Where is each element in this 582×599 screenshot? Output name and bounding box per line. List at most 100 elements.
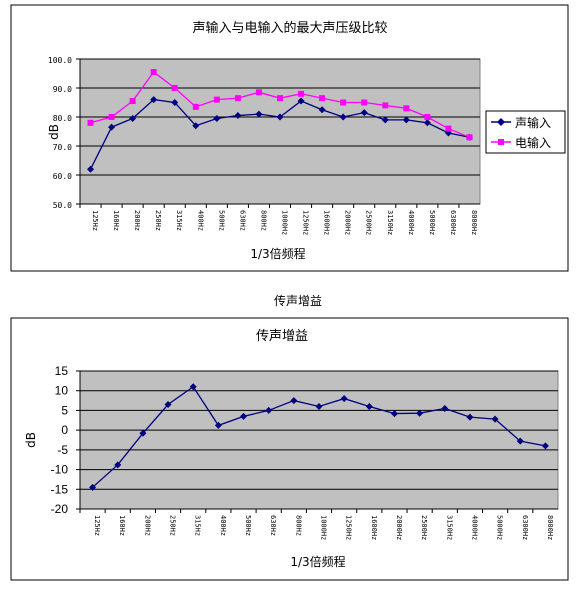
chart2-x-tick-label: 6300Hz [521, 515, 529, 540]
chart2-y-tick-label: -15 [51, 482, 69, 496]
chart2-y-axis-title: dB [24, 432, 38, 448]
chart1-series-1-point [381, 116, 389, 124]
chart1-series-2-point [298, 90, 305, 97]
chart2-x-tick-label: 200Hz [143, 515, 151, 536]
chart2-series-1-point [315, 402, 323, 410]
chart-sound-vs-electric: 声输入与电输入的最大声压级比较 100.0 90.0 80.0 70.0 60.0 50.… [10, 4, 569, 272]
chart1-series-2-point [424, 114, 431, 120]
chart1-y-tick-label: 50.0 [53, 201, 72, 210]
chart2-x-tick-label: 1250Hz [345, 515, 353, 540]
chart1-x-tick-label: 1600Hz [323, 210, 331, 235]
chart2-x-tick-label: 1600Hz [370, 515, 378, 540]
chart1-y-axis-title: dB [47, 124, 61, 140]
chart1-x-tick-label: 4000Hz [407, 210, 415, 235]
chart2-series-1-point [214, 421, 222, 429]
chart1-x-tick-label: 1000Hz [281, 210, 289, 235]
chart1-x-tick-label: 200Hz [133, 210, 141, 231]
chart2-x-tick-label: 3150Hz [445, 515, 453, 540]
chart2-series-1-point [516, 437, 524, 445]
chart1-series-1-point [255, 110, 263, 118]
chart1-series-1-point [339, 113, 347, 121]
chart1-series-1-point [402, 116, 410, 124]
chart1-series-1-point [192, 122, 200, 130]
legend-label-sound: 声输入 [515, 115, 551, 130]
chart1-series-2-point [466, 134, 473, 141]
chart1-x-tick-label: 250Hz [154, 210, 162, 231]
chart2-x-tick-label: 800Hz [294, 515, 302, 536]
chart2-x-tick-label: 315Hz [194, 515, 202, 536]
chart1-y-tick-label: 70.0 [53, 143, 72, 152]
chart1-series-2-point [340, 99, 347, 106]
chart1-plot-area [79, 58, 481, 205]
chart1-x-tick-label: 160Hz [112, 210, 120, 231]
chart2-series-1-point [340, 395, 348, 403]
chart1-series-2-point [129, 98, 136, 105]
chart2-x-tick-label: 400Hz [219, 515, 227, 536]
chart2-series-1-point [290, 397, 298, 405]
chart2-series-1-point [541, 442, 549, 450]
chart2-x-tick-label: 2500Hz [420, 515, 428, 540]
chart1-x-tick-label: 8000Hz [470, 210, 478, 235]
chart2-series-1-point [189, 383, 197, 391]
chart1-title: 声输入与电输入的最大声压级比较 [192, 20, 387, 36]
chart2-y-tick-label: -20 [51, 502, 69, 516]
chart2-series-1-point [365, 402, 373, 410]
chart1-series-2-point [87, 119, 94, 126]
chart1-series-2-point [255, 89, 262, 96]
chart2-x-tick-label: 250Hz [169, 515, 177, 536]
chart1-y-tick-label: 60.0 [53, 172, 72, 181]
chart2-x-tick-label: 8000Hz [546, 515, 554, 540]
chart2-y-tick-label: -10 [51, 463, 69, 477]
legend-marker-electric [498, 139, 504, 145]
chart1-y-tick-label: 80.0 [53, 114, 72, 123]
chart1-x-tick-label: 1250Hz [302, 210, 310, 235]
chart1-series-1-point [234, 112, 242, 120]
chart1-series-1-point [150, 96, 158, 104]
chart1-x-tick-label: 800Hz [259, 210, 267, 231]
chart2-series-1-point [416, 409, 424, 417]
chart2-plot-area [79, 370, 559, 510]
chart2-series-1-point [390, 410, 398, 418]
chart2-x-axis-title: 1/3倍频程 [290, 554, 345, 569]
chart2-series-1-point [240, 412, 248, 420]
chart2-y-tick-label: -5 [57, 443, 68, 457]
chart1-x-tick-label: 2000Hz [344, 210, 352, 235]
chart1-x-tick-label: 6300Hz [449, 210, 457, 235]
chart1-x-tick-label: 5000Hz [428, 210, 436, 235]
chart1-series-2-point [213, 96, 220, 103]
chart1-x-tick-label: 630Hz [238, 210, 246, 231]
chart1-y-tick-label: 90.0 [53, 85, 72, 94]
chart2-y-tick-label: 5 [61, 403, 68, 417]
legend-marker-sound [497, 118, 505, 126]
caption: 传声增益 [274, 293, 322, 308]
chart1-series-2-point [382, 102, 389, 109]
chart2-x-tick-label: 5000Hz [496, 515, 504, 540]
chart1-x-tick-label: 125Hz [91, 210, 99, 231]
chart1-series-2-point [234, 95, 241, 102]
chart1-series-2-point [277, 95, 283, 102]
chart2-y-tick-label: 10 [55, 384, 69, 398]
chart1-x-tick-label: 315Hz [175, 210, 183, 231]
chart1-series-2-point [445, 125, 452, 132]
chart2-y-tick-label: 15 [55, 364, 69, 378]
chart2-title: 传声增益 [256, 329, 308, 344]
chart2-series-1-point [265, 406, 273, 414]
chart2-series-1-point [441, 404, 449, 412]
chart1-x-tick-label: 400Hz [196, 210, 204, 231]
chart1-series-1-point [297, 97, 305, 105]
chart1-series-1-point [213, 114, 221, 122]
chart1-series-2-point [108, 114, 115, 120]
chart1-series-1-point [108, 123, 116, 131]
chart2-series-1-point [139, 429, 147, 437]
chart1-series-2-point [361, 99, 368, 106]
chart1-series-2-point [171, 85, 178, 91]
chart1-series-1-point [318, 106, 326, 114]
chart1-legend-box [485, 110, 566, 154]
chart2-x-tick-label: 630Hz [269, 515, 277, 536]
legend-label-electric: 电输入 [515, 135, 551, 150]
chart2-series-1-point [491, 415, 499, 423]
chart2-series-1-point [89, 483, 97, 491]
chart2-x-tick-label: 4000Hz [470, 515, 478, 540]
chart1-series-2-point [150, 69, 157, 76]
chart1-series-2-point [403, 105, 410, 112]
